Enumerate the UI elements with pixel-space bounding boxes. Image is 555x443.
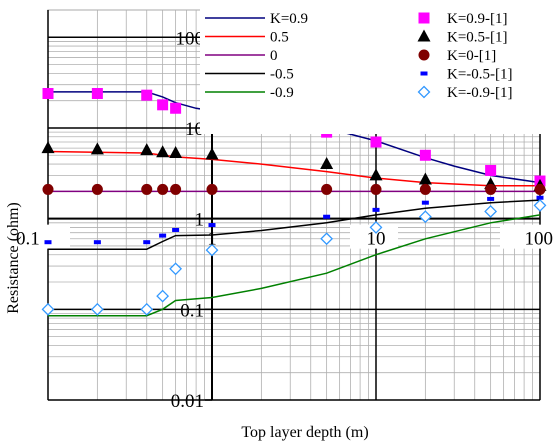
series-line: [48, 199, 541, 250]
series-9: [41, 198, 547, 316]
legend-marker: [420, 71, 428, 76]
data-point: [42, 183, 54, 195]
data-point: [140, 302, 154, 316]
y-axis-label: Resistance (ohm): [5, 202, 22, 314]
legend-label: K=-0.9-[1]: [447, 85, 513, 101]
tick-labels: 0.01 0.1 1 10 100 0.1 1 10 100: [16, 28, 553, 412]
data-point: [156, 289, 170, 303]
data-point: [156, 145, 170, 158]
legend-marker: [417, 29, 431, 42]
series-layer: [41, 87, 547, 317]
data-point: [42, 87, 54, 99]
data-point: [157, 183, 169, 195]
legend-label: -0.5: [270, 67, 294, 83]
data-point: [205, 243, 219, 257]
data-point: [487, 196, 495, 201]
data-point: [41, 302, 55, 316]
legend-label: 0.5: [270, 30, 289, 46]
data-point: [320, 157, 334, 170]
series-4: [48, 214, 541, 317]
series-7: [42, 183, 546, 195]
data-point: [90, 302, 104, 316]
legend-marker: [418, 12, 430, 24]
data-point: [41, 141, 55, 154]
data-point: [170, 183, 182, 195]
legend-background: [200, 4, 552, 134]
data-point: [419, 183, 431, 195]
data-point: [159, 233, 167, 238]
data-point: [208, 223, 216, 228]
data-point: [157, 99, 169, 111]
data-point: [93, 240, 101, 245]
data-point: [321, 183, 333, 195]
legend-marker: [418, 49, 430, 61]
data-point: [141, 89, 153, 101]
legend-label: K=0.9: [270, 11, 308, 27]
series-line: [48, 214, 541, 317]
data-point: [484, 205, 498, 218]
legend-label: K=0.9-[1]: [447, 11, 508, 27]
legend-label: 0: [270, 48, 278, 64]
data-point: [143, 240, 151, 245]
data-point: [533, 198, 547, 212]
y-tick-label: 10: [185, 119, 204, 140]
data-point: [369, 168, 383, 181]
series-line: [47, 150, 540, 187]
data-point: [91, 183, 103, 195]
legend-label: -0.9: [270, 85, 294, 101]
data-point: [172, 227, 180, 232]
data-point: [170, 102, 182, 114]
legend-label: K=0.5-[1]: [447, 30, 508, 46]
x-axis-label: Top layer depth (m): [241, 424, 368, 441]
data-point: [206, 183, 218, 195]
data-point: [90, 142, 104, 155]
series-6: [41, 141, 547, 191]
data-point: [169, 145, 183, 158]
y-tick-label: 1: [195, 210, 205, 231]
data-point: [370, 183, 382, 195]
data-point: [44, 240, 52, 245]
legend-label: K=0-[1]: [447, 48, 496, 64]
data-point: [419, 149, 431, 161]
data-point: [534, 183, 546, 195]
data-point: [370, 136, 382, 148]
data-point: [485, 183, 497, 195]
data-point: [141, 183, 153, 195]
series-8: [44, 195, 544, 245]
y-tick-label: 100: [176, 28, 205, 49]
axes: [10, 10, 555, 401]
data-point: [91, 87, 103, 99]
data-point: [205, 147, 219, 160]
legend-label: K=-0.5-[1]: [447, 67, 513, 83]
x-tick-label: 10: [367, 229, 386, 250]
data-point: [421, 200, 429, 205]
data-point: [369, 221, 383, 234]
data-point: [372, 207, 380, 212]
x-tick-bg: [10, 224, 70, 249]
data-point: [485, 164, 497, 176]
data-point: [418, 172, 432, 185]
data-point: [320, 232, 334, 246]
x-tick-label: 1: [207, 229, 217, 250]
x-tick-label: 100: [525, 229, 554, 250]
data-point: [169, 262, 183, 276]
y-tick-label: 0.1: [180, 300, 204, 321]
series-1: [47, 150, 540, 187]
y-tick-label: 0.01: [171, 391, 204, 412]
series-3: [48, 199, 541, 250]
x-tick-label: 0.1: [16, 229, 40, 250]
data-point: [323, 214, 331, 219]
data-point: [418, 210, 432, 224]
legend-marker: [417, 85, 431, 99]
data-point: [536, 195, 544, 200]
legend: K=0.9 0.5 0 -0.5 -0.9 K=0.9-[1] K=0.5-[1] K=0-[…: [200, 4, 552, 134]
data-point: [140, 143, 154, 156]
x-tick-bg: [500, 224, 555, 249]
